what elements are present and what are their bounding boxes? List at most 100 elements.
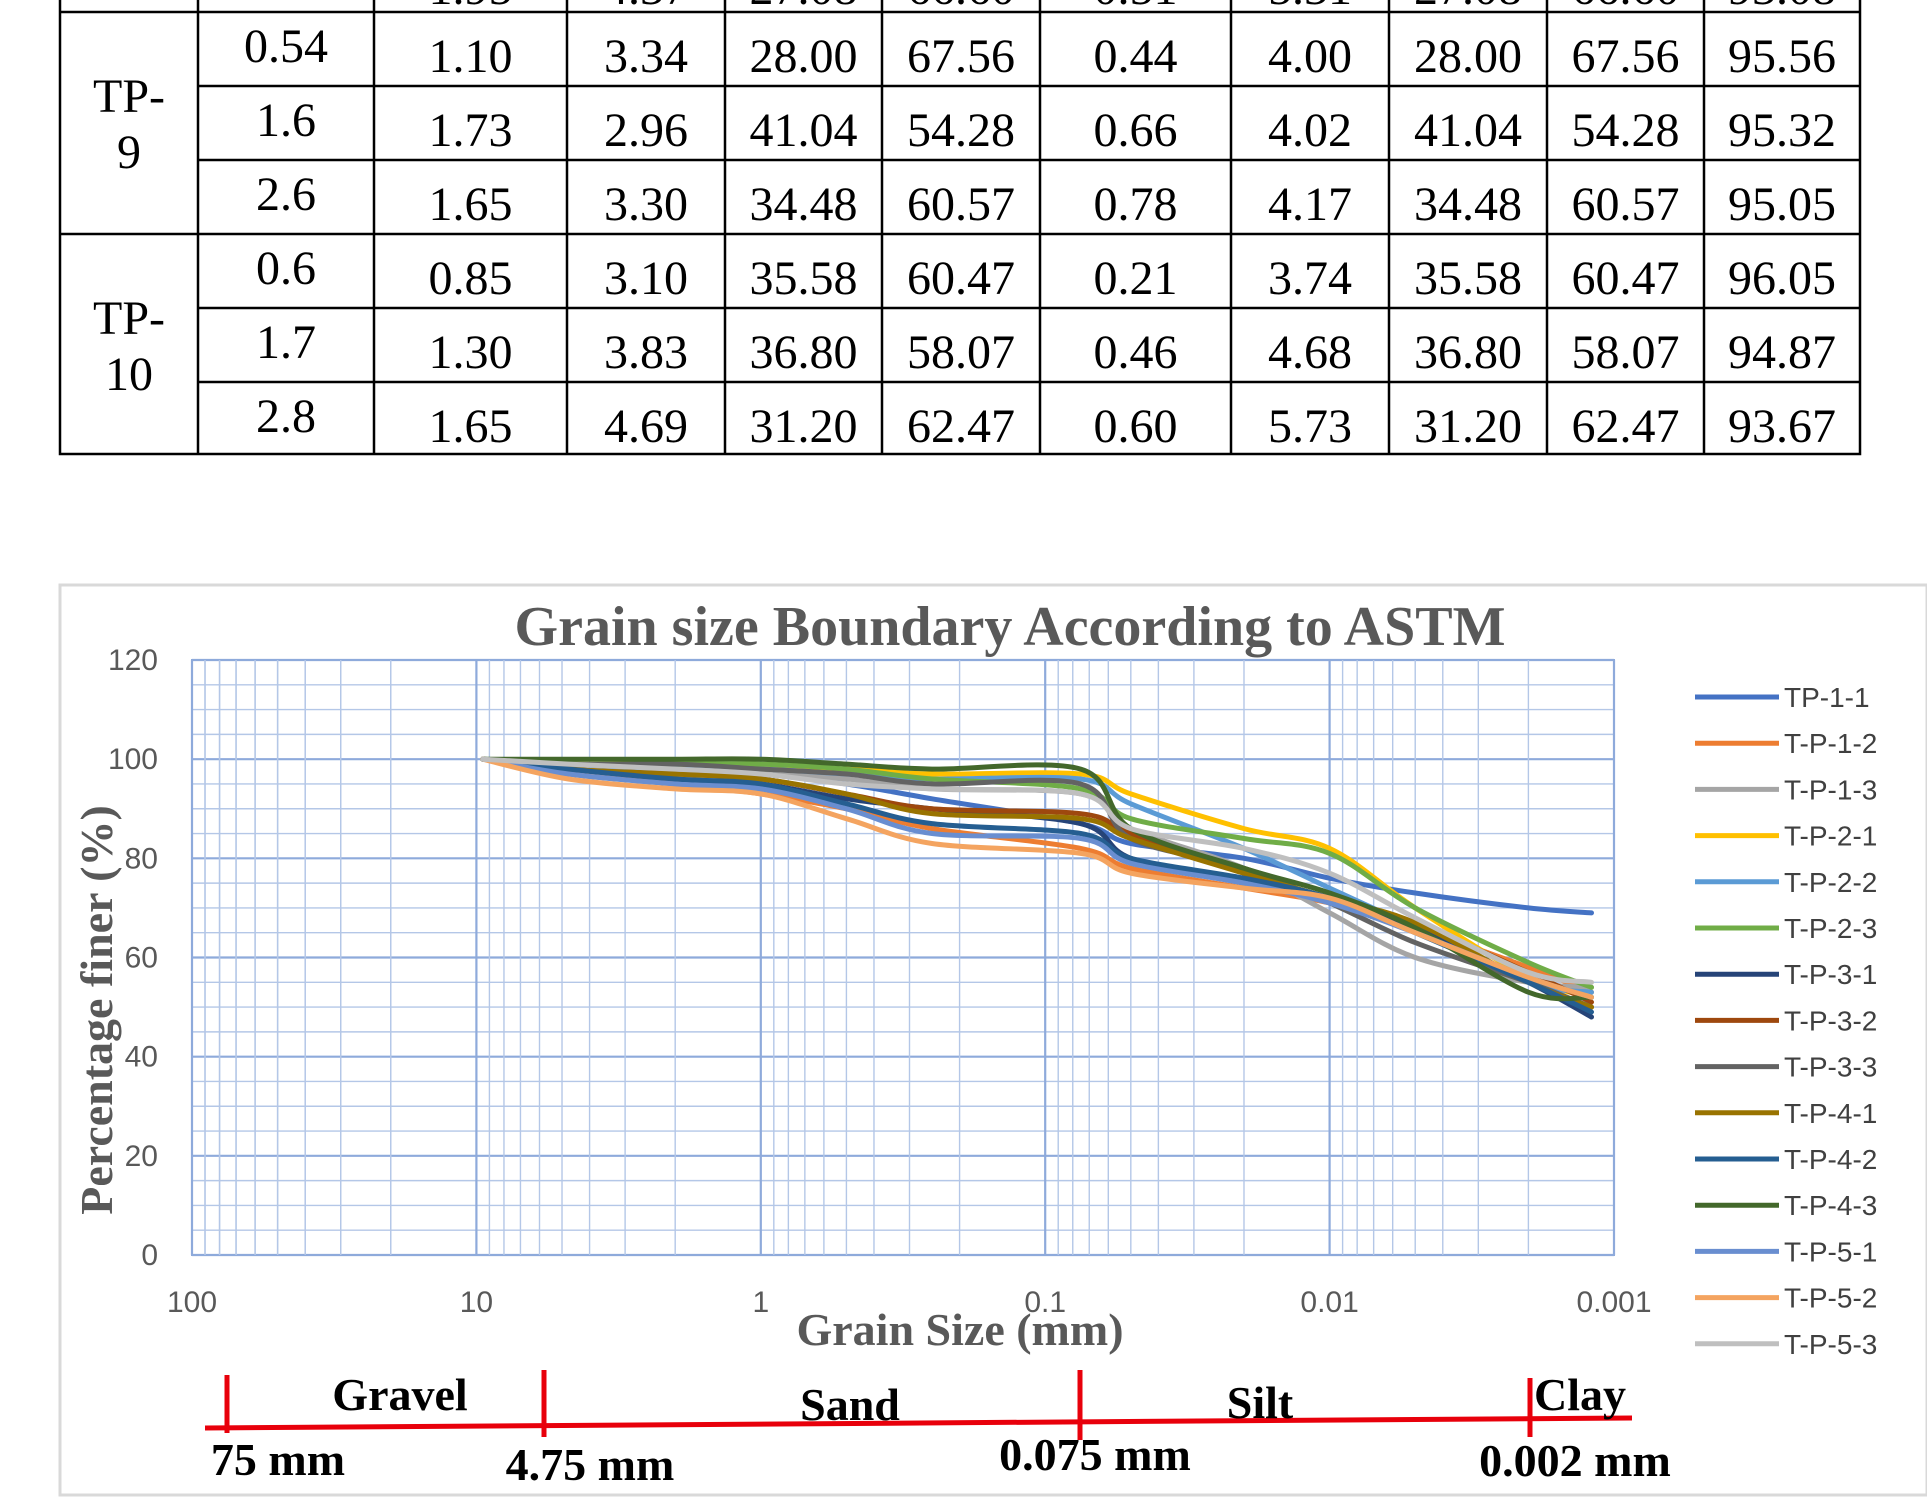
table-cell: 36.80 [1414,326,1522,379]
table-cell: 3.34 [604,30,688,83]
table-cell: 1.65 [429,400,513,453]
zone-label-silt: Silt [1227,1377,1294,1428]
table-cell: 95.56 [1728,30,1836,83]
table-cell: 60.57 [1572,178,1680,231]
table-cell: 27.08 [750,0,858,15]
table-cell: 66.60 [1572,0,1680,15]
table-cell: 67.56 [907,30,1015,83]
table-cell: 4.68 [1268,326,1352,379]
table-cell: 58.07 [907,326,1015,379]
table-cell: 5.73 [1268,400,1352,453]
series-line-t-p-4-1 [480,756,1594,1010]
table-cell: 34.48 [750,178,858,231]
classification-baseline [204,1415,1633,1431]
table-cell: 31.20 [1414,400,1522,453]
table-cell: 0.46 [1094,326,1178,379]
y-axis-title: Percentage finer (%) [71,805,122,1215]
table-cell: 60.47 [1572,252,1680,305]
table-cell: 41.04 [1414,104,1522,157]
zone-label-sand: Sand [800,1379,900,1430]
legend-entry: T-P-2-1 [1784,821,1877,852]
table-cell: 0.51 [1094,0,1178,15]
group-label: TP- [93,70,165,123]
table-cell: 95.32 [1728,104,1836,157]
y-tick-label: 120 [108,644,158,677]
table-cells: 1.95 4.37 27.08 66.60 0.51 5.31 27.08 66.60 93.0… [93,0,1836,453]
chart-title: Grain size Boundary According to ASTM [515,596,1506,658]
table-cell: 1.30 [429,326,513,379]
table-cell: 0.44 [1094,30,1178,83]
table-cell: 60.57 [907,178,1015,231]
table-cell: 0.60 [1094,400,1178,453]
y-tick-label: 80 [125,842,158,875]
table-cell: 0.78 [1094,178,1178,231]
table-cell: 1.6 [256,94,316,147]
table-cell: 41.04 [750,104,858,157]
table-cell: 1.10 [429,30,513,83]
grain-size-chart: 0 20 40 60 80 100 120 100 10 1 0.1 0.01 0.001 Grain … [58,583,1927,1497]
legend-entry: T-P-5-2 [1784,1283,1877,1314]
table-cell: 60.47 [907,252,1015,305]
table-cell: 0.85 [429,252,513,305]
legend-entry: T-P-5-3 [1784,1329,1877,1360]
table-cell: 4.69 [604,400,688,453]
x-tick-label: 1 [752,1286,769,1319]
table-cell: 94.87 [1728,326,1836,379]
table-cell: 54.28 [1572,104,1680,157]
table-cell: 3.10 [604,252,688,305]
table-cell: 1.95 [429,0,513,15]
boundary-label: 0.075 mm [999,1429,1191,1480]
table-cell: 93.08 [1728,0,1836,15]
zone-label-gravel: Gravel [332,1369,467,1420]
table-cell: 3.83 [604,326,688,379]
series-line-t-p-4-3 [480,756,1594,1002]
legend-entry: T-P-4-3 [1784,1190,1877,1221]
legend-entry: T-P-4-1 [1784,1098,1877,1129]
chart-axes: 0 20 40 60 80 100 120 100 10 1 0.1 0.01 0.001 [108,644,1652,1319]
boundary-label: 4.75 mm [506,1439,675,1490]
y-tick-label: 0 [141,1239,158,1272]
x-tick-label: 0.01 [1300,1286,1358,1319]
table-cell: 4.00 [1268,30,1352,83]
group-label: TP- [93,292,165,345]
table-cell: 35.58 [750,252,858,305]
table-cell: 0.6 [256,242,316,295]
group-label: 9 [117,126,141,179]
chart-series [480,756,1594,1020]
table-cell: 1.65 [429,178,513,231]
table-cell: 93.67 [1728,400,1836,453]
table-cell: 95.05 [1728,178,1836,231]
table-cell: 1.7 [256,316,316,369]
y-tick-label: 100 [108,743,158,776]
soil-classification-bar: Gravel Sand Silt Clay 75 mm 4.75 mm 0.075 mm 0.… [204,1369,1671,1490]
table-cell: 58.07 [1572,326,1680,379]
x-axis-title: Grain Size (mm) [796,1304,1123,1355]
table-cell: 36.80 [750,326,858,379]
x-tick-label: 100 [167,1286,217,1319]
y-tick-label: 40 [125,1041,158,1074]
table-cell: 0.66 [1094,104,1178,157]
table-cell: 3.30 [604,178,688,231]
legend-entry: T-P-3-1 [1784,959,1877,990]
group-label: 10 [105,348,153,401]
legend-entry: T-P-5-1 [1784,1236,1877,1267]
chart-legend: TP-1-1 T-P-1-2 T-P-1-3 T-P-2-1 T-P-2-2 T-P-2-… [1695,682,1877,1360]
legend-entry: T-P-3-3 [1784,1052,1877,1083]
table-cell: 0.54 [244,20,328,73]
table-cell: 4.37 [604,0,688,15]
table-cell: 31.20 [750,400,858,453]
table-cell: 0.21 [1094,252,1178,305]
y-tick-label: 20 [125,1140,158,1173]
table-cell: 2.8 [256,390,316,443]
table-cell: 4.17 [1268,178,1352,231]
table-cell: 62.47 [1572,400,1680,453]
table-cell: 96.05 [1728,252,1836,305]
legend-entry: TP-1-1 [1784,682,1870,713]
table-cell: 4.02 [1268,104,1352,157]
zone-label-clay: Clay [1534,1369,1626,1420]
table-border [58,0,1862,456]
legend-entry: T-P-1-3 [1784,774,1877,805]
data-table: 1.95 4.37 27.08 66.60 0.51 5.31 27.08 66.60 93.0… [58,0,1862,456]
y-tick-label: 60 [125,942,158,975]
